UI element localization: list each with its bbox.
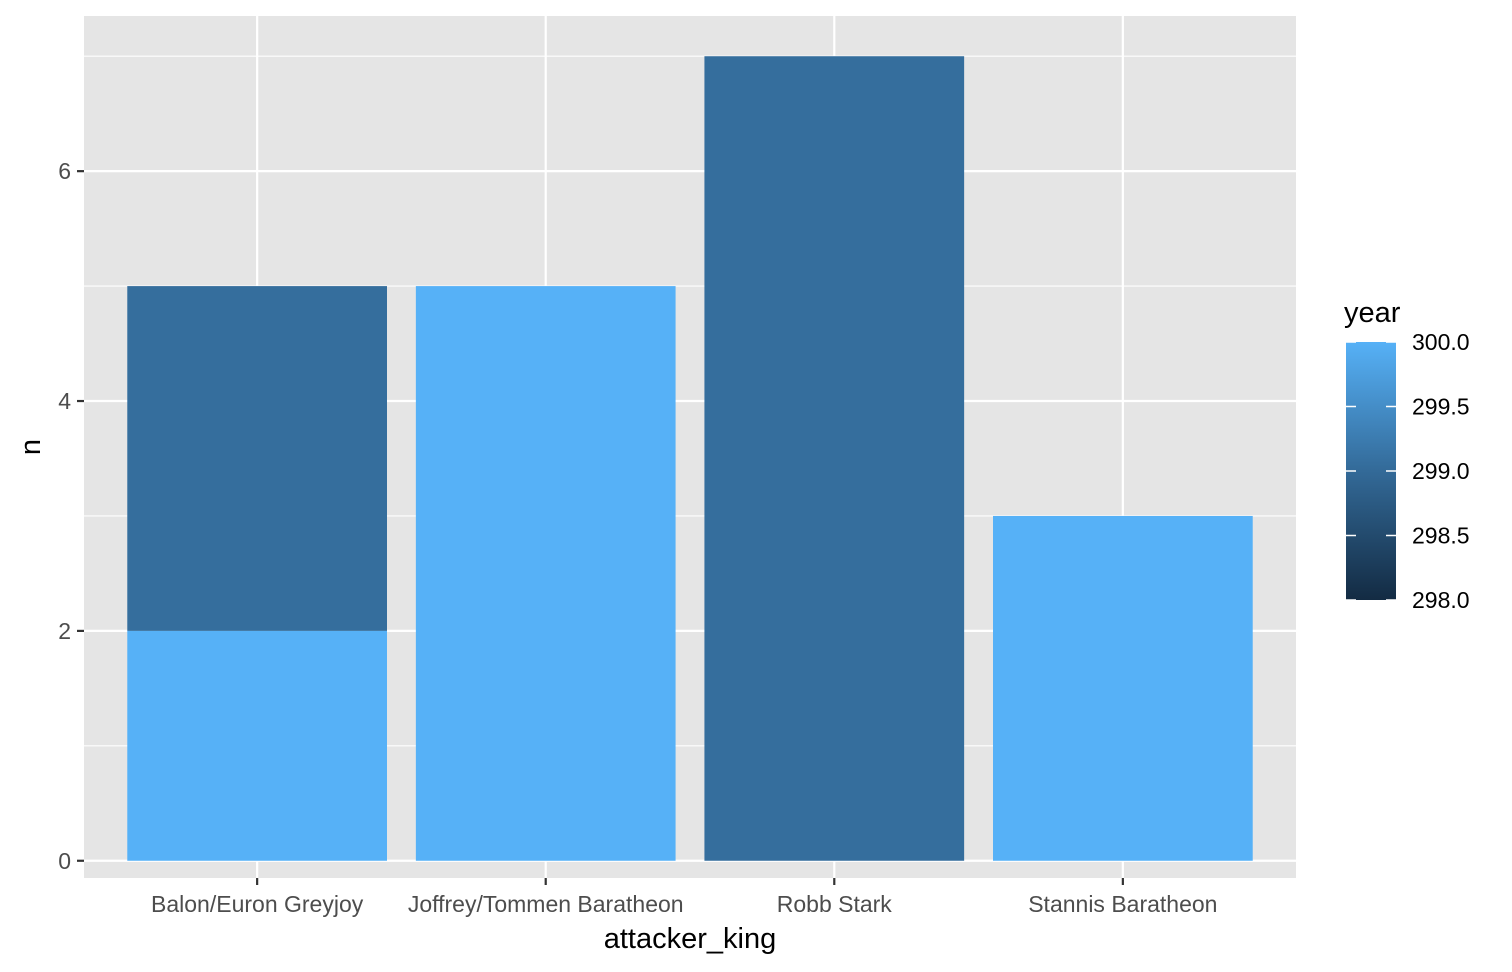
- bar-segment: [704, 56, 965, 861]
- y-tick-label: 4: [58, 388, 71, 414]
- legend-label: 299.0: [1412, 458, 1470, 484]
- x-axis-title: attacker_king: [604, 923, 777, 955]
- y-tick-label: 0: [58, 848, 71, 874]
- x-tick-label: Stannis Baratheon: [1028, 891, 1217, 917]
- y-tick-label: 2: [58, 618, 71, 644]
- legend-label: 298.0: [1412, 587, 1470, 613]
- legend-label: 300.0: [1412, 329, 1470, 355]
- legend-label: 299.5: [1412, 394, 1470, 420]
- y-axis: 0 2 4 6: [58, 158, 84, 874]
- legend-label: 298.5: [1412, 523, 1470, 549]
- bar-segment: [127, 286, 388, 631]
- x-tick-label: Balon/Euron Greyjoy: [151, 891, 364, 917]
- y-tick-label: 6: [58, 158, 71, 184]
- legend-ticks: 298.0 298.5 299.0 299.5 300.0: [1346, 329, 1470, 613]
- legend: year 298.0 298.5 299.0 299.5 300.0: [1344, 297, 1470, 613]
- bar-segment: [993, 515, 1253, 861]
- bars: [127, 56, 1253, 861]
- legend-title: year: [1344, 297, 1401, 329]
- bar-segment: [415, 286, 676, 861]
- y-axis-title: n: [15, 439, 47, 455]
- x-tick-label: Joffrey/Tommen Baratheon: [408, 891, 684, 917]
- x-axis: Balon/Euron Greyjoy Joffrey/Tommen Barath…: [151, 878, 1217, 917]
- bar-segment: [127, 630, 388, 861]
- x-tick-label: Robb Stark: [777, 891, 893, 917]
